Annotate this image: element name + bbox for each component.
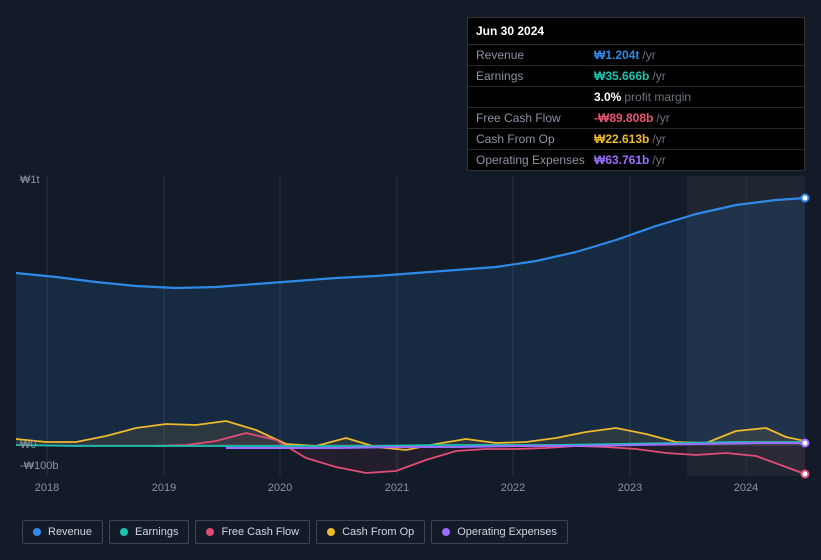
series-marker <box>801 439 810 448</box>
tooltip-row: Earnings₩35.666b/yr <box>468 66 804 87</box>
x-axis-label: 2022 <box>501 482 525 494</box>
legend: Revenue Earnings Free Cash Flow Cash From O… <box>22 520 568 544</box>
tooltip-label: Revenue <box>476 48 594 62</box>
legend-swatch-icon <box>33 528 41 536</box>
legend-label: Revenue <box>48 526 92 538</box>
series-marker <box>801 194 810 203</box>
series-marker <box>801 470 810 479</box>
tooltip-label: Cash From Op <box>476 132 594 146</box>
x-axis-label: 2018 <box>35 482 59 494</box>
legend-swatch-icon <box>327 528 335 536</box>
legend-item[interactable]: Operating Expenses <box>431 520 568 544</box>
tooltip-label <box>476 90 594 104</box>
tooltip-panel: Jun 30 2024 Revenue₩1.204t/yrEarnings₩35… <box>467 17 805 171</box>
chart-area: ₩1t₩0-₩100b <box>16 160 805 480</box>
legend-item[interactable]: Earnings <box>109 520 189 544</box>
x-axis-labels: 2018 2019 2020 2021 2022 2023 2024 <box>16 482 805 502</box>
tooltip-row: Free Cash Flow-₩89.808b/yr <box>468 108 804 129</box>
legend-swatch-icon <box>206 528 214 536</box>
tooltip-value: -₩89.808b/yr <box>594 111 670 125</box>
x-axis-label: 2023 <box>618 482 642 494</box>
legend-label: Cash From Op <box>342 526 414 538</box>
legend-swatch-icon <box>120 528 128 536</box>
tooltip-value: ₩1.204t/yr <box>594 48 656 62</box>
tooltip-value: ₩22.613b/yr <box>594 132 666 146</box>
tooltip-row: 3.0%profit margin <box>468 87 804 108</box>
x-axis-label: 2019 <box>152 482 176 494</box>
legend-swatch-icon <box>442 528 450 536</box>
legend-label: Free Cash Flow <box>221 526 299 538</box>
legend-item[interactable]: Revenue <box>22 520 103 544</box>
x-axis-label: 2024 <box>734 482 758 494</box>
legend-label: Earnings <box>135 526 178 538</box>
chart-svg <box>16 160 805 480</box>
legend-item[interactable]: Cash From Op <box>316 520 425 544</box>
series-area <box>16 198 805 445</box>
tooltip-value: 3.0%profit margin <box>594 90 691 104</box>
tooltip-row: Revenue₩1.204t/yr <box>468 45 804 66</box>
legend-item[interactable]: Free Cash Flow <box>195 520 310 544</box>
tooltip-row: Cash From Op₩22.613b/yr <box>468 129 804 150</box>
x-axis-label: 2021 <box>385 482 409 494</box>
legend-label: Operating Expenses <box>457 526 557 538</box>
tooltip-label: Earnings <box>476 69 594 83</box>
tooltip-date: Jun 30 2024 <box>468 18 804 45</box>
tooltip-value: ₩35.666b/yr <box>594 69 666 83</box>
tooltip-label: Free Cash Flow <box>476 111 594 125</box>
x-axis-label: 2020 <box>268 482 292 494</box>
